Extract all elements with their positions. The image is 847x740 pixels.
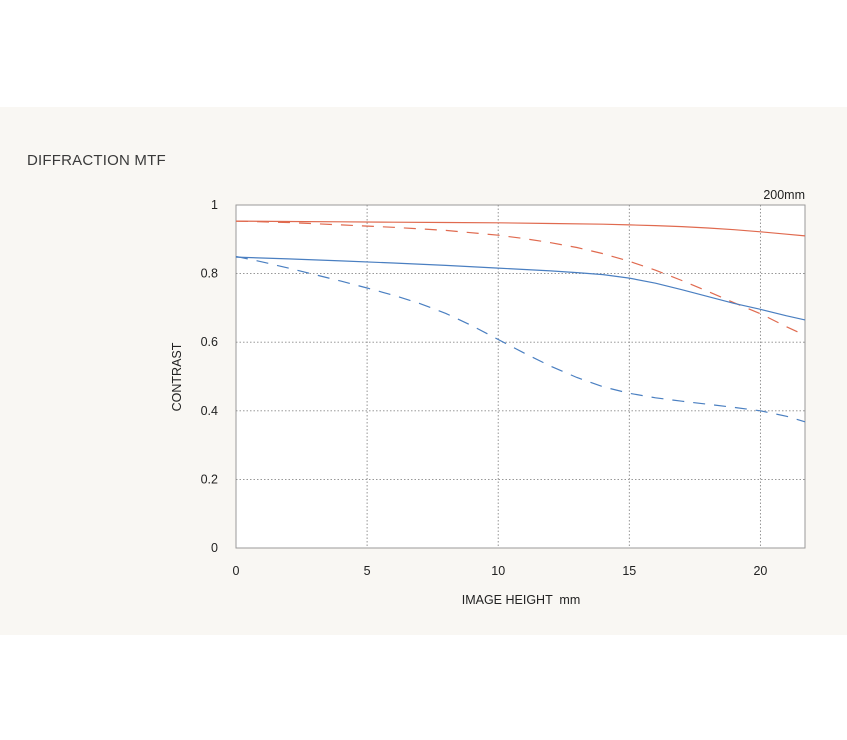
series-line [235,256,806,321]
series-group [235,220,806,423]
y-tick-label: 0.6 [201,335,218,349]
x-tick-label: 15 [622,564,636,578]
y-axis-label: CONTRAST [170,342,184,411]
x-tick-label: 20 [753,564,767,578]
x-tick-label: 10 [491,564,505,578]
y-tick-labels: 0 0.2 0.4 0.6 0.8 1 [201,198,218,555]
focal-length-annotation: 200mm [763,188,805,202]
y-tick-label: 0.8 [201,267,218,281]
series-line [235,255,806,423]
y-tick-label: 1 [211,198,218,212]
y-tick-label: 0.2 [201,472,218,486]
x-tick-label: 5 [364,564,371,578]
grid-lines [236,205,805,548]
x-tick-labels: 0 5 10 15 20 [233,564,768,578]
x-axis-label: IMAGE HEIGHT mm [462,593,581,607]
y-tick-label: 0.4 [201,404,218,418]
y-tick-label: 0 [211,541,218,555]
plot-frame [235,204,806,549]
x-tick-label: 0 [233,564,240,578]
page-title: DIFFRACTION MTF [27,152,166,169]
series-line [235,220,806,237]
